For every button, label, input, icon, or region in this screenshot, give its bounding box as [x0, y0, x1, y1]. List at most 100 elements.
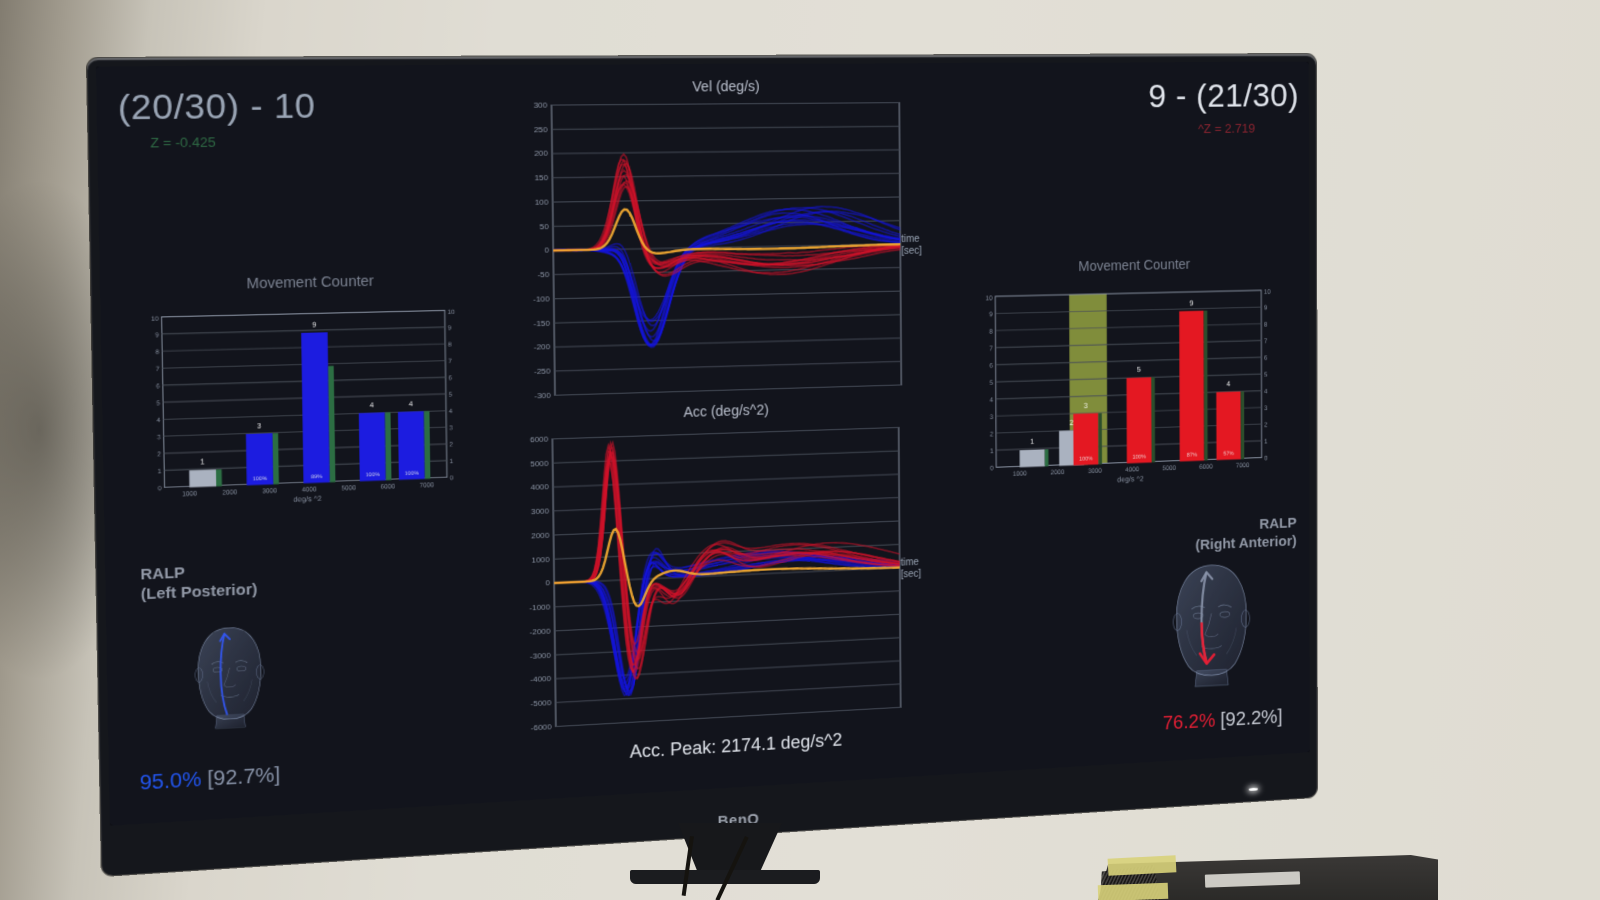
svg-text:8: 8: [155, 349, 159, 356]
svg-text:9: 9: [989, 310, 993, 318]
svg-text:2000: 2000: [222, 489, 237, 496]
svg-text:2: 2: [449, 442, 453, 449]
svg-text:0: 0: [158, 485, 162, 492]
svg-text:6: 6: [1264, 354, 1267, 362]
svg-text:-200: -200: [534, 342, 551, 352]
svg-text:9: 9: [155, 332, 159, 339]
svg-text:deg/s ^2: deg/s ^2: [293, 494, 321, 504]
svg-text:7000: 7000: [1236, 461, 1250, 469]
svg-text:-6000: -6000: [531, 722, 552, 732]
svg-text:5000: 5000: [341, 485, 356, 492]
svg-text:57%: 57%: [1223, 451, 1234, 458]
svg-text:7: 7: [156, 366, 160, 373]
svg-text:-300: -300: [534, 390, 551, 400]
svg-text:1: 1: [1264, 437, 1267, 445]
svg-text:10: 10: [448, 309, 456, 316]
svg-text:9: 9: [312, 320, 316, 329]
svg-text:50: 50: [540, 221, 549, 231]
svg-text:-100: -100: [533, 294, 550, 304]
svg-text:9: 9: [448, 325, 452, 332]
svg-text:0: 0: [1264, 454, 1267, 462]
svg-text:0: 0: [990, 464, 994, 472]
svg-text:-1000: -1000: [529, 602, 550, 612]
svg-text:7: 7: [448, 358, 452, 365]
svg-text:1: 1: [200, 457, 204, 466]
svg-text:0: 0: [545, 578, 550, 587]
svg-text:5: 5: [156, 400, 160, 407]
svg-text:4000: 4000: [530, 482, 549, 492]
svg-text:89%: 89%: [311, 474, 322, 480]
svg-text:-50: -50: [537, 270, 549, 280]
svg-text:5: 5: [1137, 365, 1141, 373]
svg-text:100%: 100%: [405, 471, 419, 477]
svg-text:87%: 87%: [1187, 452, 1198, 459]
svg-text:1: 1: [1030, 438, 1034, 446]
svg-text:7000: 7000: [420, 482, 435, 489]
svg-text:1: 1: [990, 447, 994, 455]
svg-text:6: 6: [448, 375, 452, 382]
svg-text:1: 1: [158, 468, 162, 475]
svg-text:4: 4: [449, 408, 453, 415]
svg-text:0: 0: [544, 246, 549, 255]
svg-text:3000: 3000: [1088, 466, 1102, 475]
svg-text:100%: 100%: [253, 476, 268, 482]
svg-text:5000: 5000: [1162, 464, 1176, 472]
svg-text:250: 250: [534, 124, 548, 134]
svg-text:0: 0: [450, 475, 454, 482]
svg-text:6000: 6000: [1199, 462, 1213, 470]
svg-text:4: 4: [990, 396, 994, 404]
svg-text:1: 1: [450, 458, 454, 465]
svg-text:4: 4: [157, 417, 161, 424]
svg-text:9: 9: [1264, 303, 1267, 311]
svg-text:5000: 5000: [530, 458, 549, 468]
svg-text:9: 9: [1190, 299, 1194, 307]
svg-text:8: 8: [1264, 320, 1267, 328]
svg-text:-250: -250: [534, 366, 551, 376]
svg-text:300: 300: [534, 100, 548, 109]
svg-text:100: 100: [535, 197, 549, 207]
svg-text:4000: 4000: [1125, 465, 1139, 473]
svg-text:3: 3: [449, 425, 453, 432]
svg-text:7: 7: [989, 344, 993, 352]
svg-text:-150: -150: [533, 318, 550, 328]
svg-text:200: 200: [534, 149, 548, 159]
svg-text:8: 8: [448, 342, 452, 349]
svg-text:6000: 6000: [530, 434, 549, 444]
svg-text:6: 6: [989, 361, 993, 369]
svg-text:1000: 1000: [531, 554, 550, 564]
svg-text:deg/s ^2: deg/s ^2: [1117, 475, 1144, 484]
svg-text:10: 10: [1264, 287, 1271, 295]
svg-text:8: 8: [989, 327, 993, 335]
svg-text:4: 4: [370, 401, 375, 410]
svg-text:5: 5: [990, 378, 994, 386]
svg-text:3: 3: [990, 413, 994, 421]
svg-text:10: 10: [151, 316, 159, 323]
svg-text:3: 3: [1264, 404, 1267, 412]
svg-text:-2000: -2000: [529, 626, 550, 636]
svg-text:1000: 1000: [182, 491, 197, 498]
svg-text:2: 2: [990, 430, 994, 438]
svg-text:5: 5: [1264, 370, 1267, 378]
svg-text:5: 5: [449, 392, 453, 399]
svg-text:2: 2: [157, 451, 161, 458]
svg-text:4: 4: [1264, 387, 1267, 395]
svg-text:3: 3: [157, 434, 161, 441]
svg-text:2000: 2000: [1050, 468, 1064, 477]
svg-text:3000: 3000: [262, 488, 277, 495]
svg-text:2: 2: [1264, 421, 1267, 429]
svg-text:6: 6: [156, 383, 160, 390]
svg-text:100%: 100%: [1132, 454, 1146, 461]
svg-text:-3000: -3000: [530, 650, 551, 660]
svg-text:-4000: -4000: [530, 674, 551, 684]
svg-text:3: 3: [257, 422, 261, 431]
svg-text:1000: 1000: [1013, 469, 1027, 478]
svg-text:6000: 6000: [381, 483, 396, 490]
svg-text:100%: 100%: [1079, 456, 1093, 463]
svg-text:2: 2: [1070, 419, 1074, 427]
svg-text:3000: 3000: [531, 506, 550, 516]
svg-text:2000: 2000: [531, 530, 550, 540]
svg-text:150: 150: [534, 173, 548, 183]
svg-text:4: 4: [409, 400, 414, 409]
svg-text:-5000: -5000: [530, 698, 551, 708]
svg-text:3: 3: [1084, 402, 1088, 410]
